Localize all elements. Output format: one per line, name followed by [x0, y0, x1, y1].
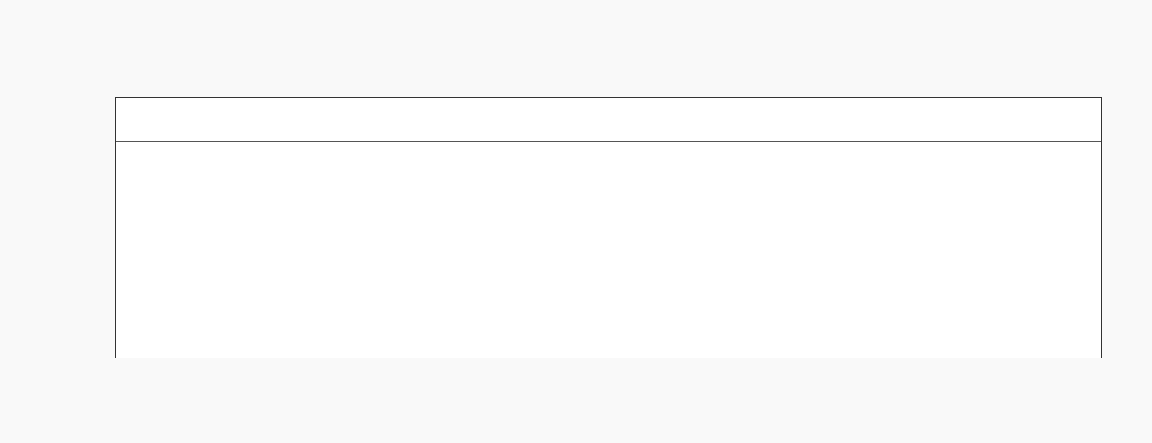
legend: [0, 384, 1152, 443]
wind-barb-row: [116, 142, 1101, 168]
chart-plot-area: [115, 97, 1102, 358]
weather-icon-row: [116, 98, 1101, 142]
meteogram-chart: [116, 168, 1101, 368]
day-headers: [115, 50, 1100, 96]
